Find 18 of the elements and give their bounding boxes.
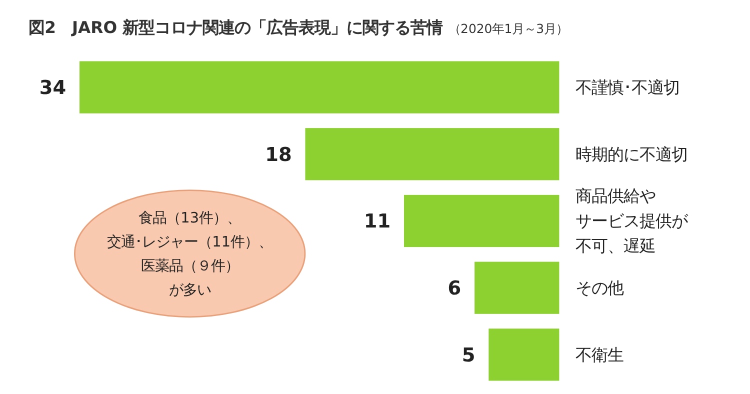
bar [404,194,560,248]
data-label: 6 [448,276,462,300]
chart-subtitle: （2020年1月～3月） [448,20,568,36]
chart-title: 図2 JARO 新型コロナ関連の「広告表現」に関する苦情 [28,18,443,37]
bar [474,262,560,314]
y-tick-label: 商品供給やサービス提供が不可、遅延 [576,186,689,256]
bar [80,61,560,114]
bar [488,328,560,381]
y-tick-label: 不謹慎･不適切 [576,78,680,98]
y-tick-label: その他 [576,278,624,298]
data-label: 11 [364,210,391,233]
data-label: 18 [265,142,292,166]
y-tick-label: 不衛生 [576,345,624,364]
bar [305,128,560,180]
data-label: 34 [39,76,66,100]
y-tick-label: 時期的に不適切 [576,144,688,164]
annotation: 食品（13件）、交通･レジャー（11件）、医薬品（９件）が多い [107,210,272,299]
data-label: 5 [462,343,476,366]
